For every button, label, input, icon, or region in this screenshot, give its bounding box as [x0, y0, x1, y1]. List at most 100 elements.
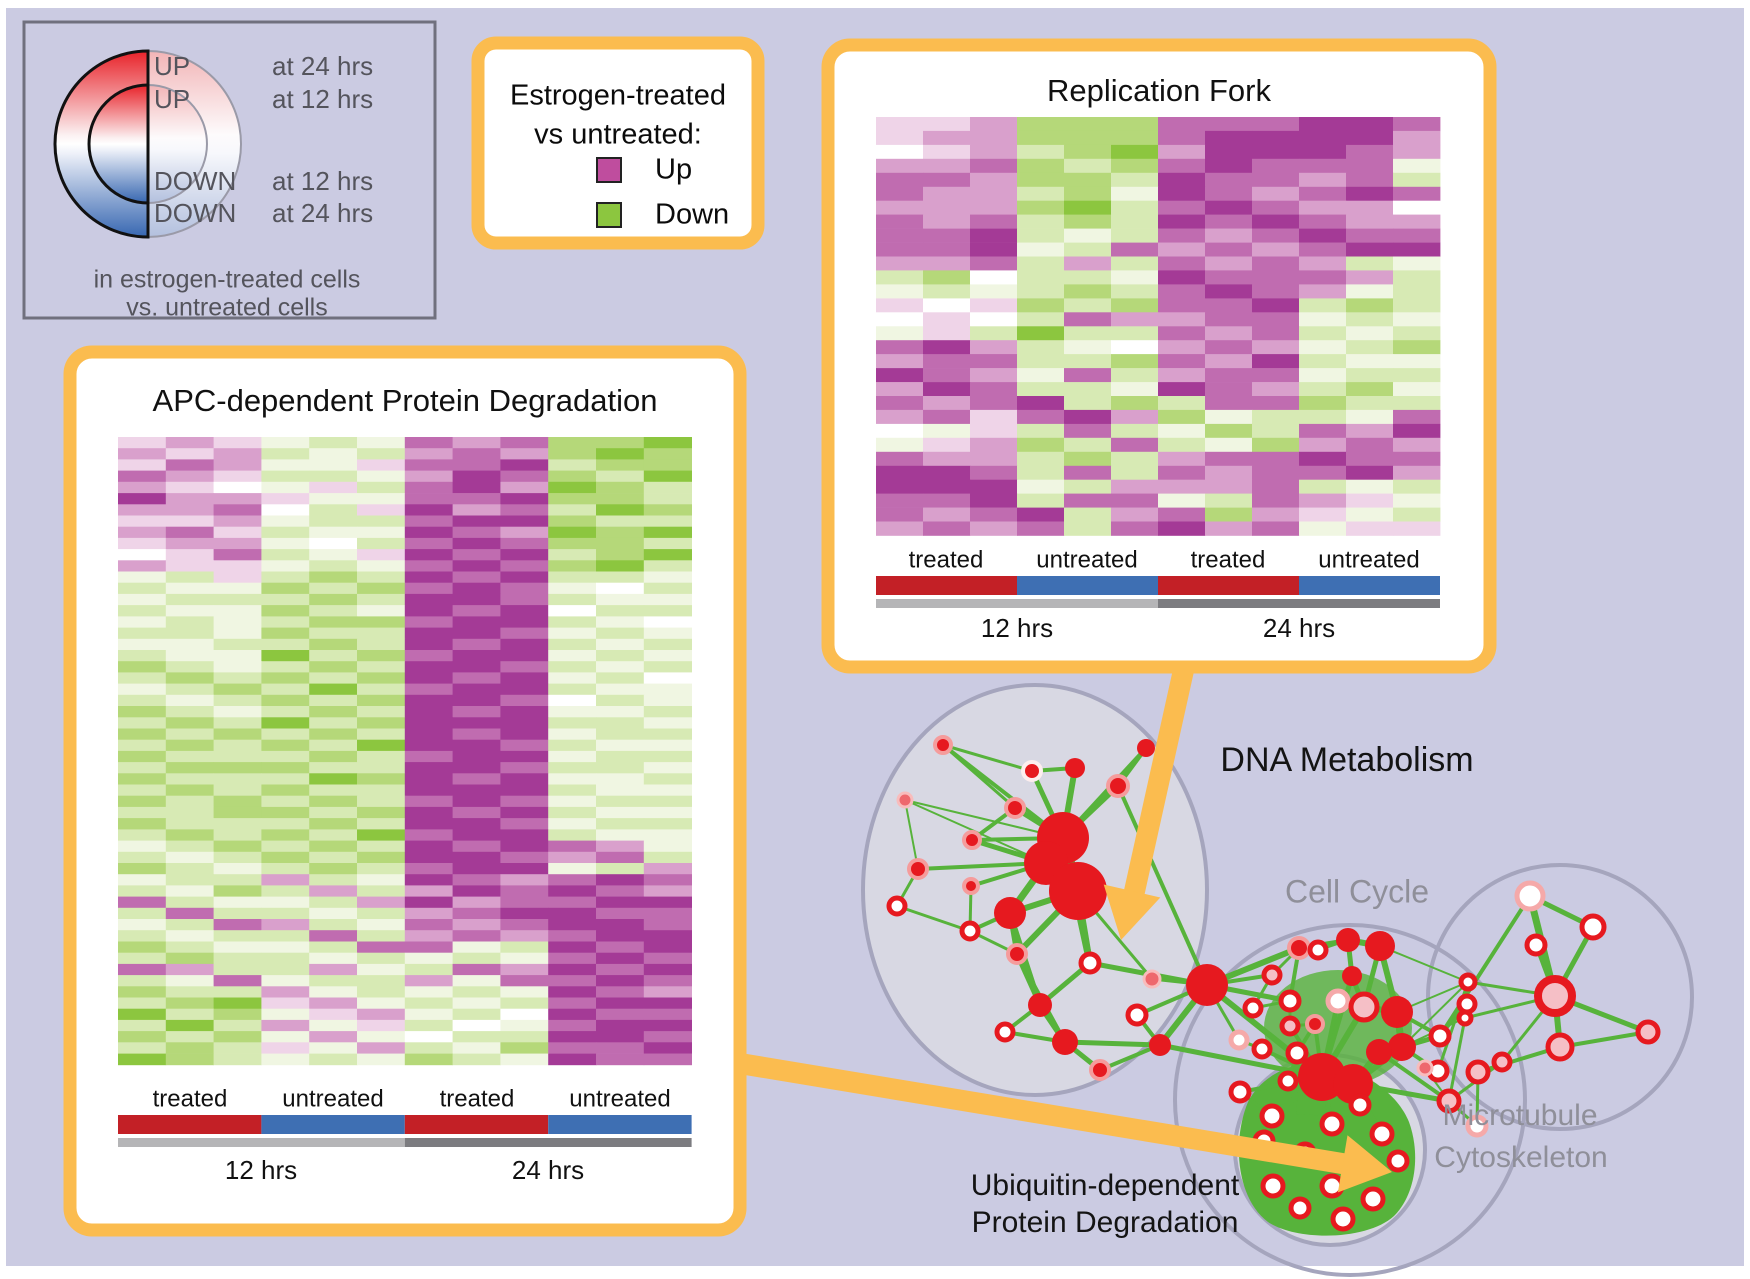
heatmap-cell	[357, 459, 406, 471]
heatmap-cell	[213, 806, 262, 819]
heatmap-cell	[165, 762, 214, 774]
heatmap-cell	[500, 750, 549, 763]
heatmap-cell	[309, 1053, 358, 1066]
heatmap-cell	[1205, 326, 1253, 341]
heatmap-cell	[213, 582, 262, 595]
heatmap-cell	[1017, 479, 1065, 494]
heatmap-cell	[1158, 521, 1206, 536]
heatmap-cell	[876, 228, 924, 243]
heatmap-cell	[876, 354, 924, 369]
heatmap-cell	[165, 582, 214, 595]
heatmap-cell	[404, 537, 453, 550]
network-node	[1386, 1149, 1410, 1173]
heatmap-cell	[548, 526, 597, 539]
heatmap-cell	[1111, 465, 1159, 481]
heatmap-cell	[118, 874, 167, 886]
heatmap-cell	[261, 694, 310, 707]
heatmap-cell	[1346, 117, 1394, 132]
heatmap-cell	[1346, 465, 1394, 481]
heatmap-cell	[643, 706, 692, 718]
heatmap-cell	[213, 481, 262, 494]
heatmap-cell	[1017, 326, 1065, 341]
heatmap-cell	[309, 549, 358, 561]
heatmap-cell	[1299, 256, 1347, 271]
heatmap-cell	[970, 200, 1018, 215]
heatmap-cell	[213, 593, 262, 606]
heatmap-cell	[213, 1031, 262, 1043]
heatmap-cell	[1017, 521, 1065, 536]
heatmap-cell	[357, 549, 406, 561]
heatmap-cell	[309, 806, 358, 819]
heatmap-cell	[876, 479, 924, 494]
network-node	[1137, 739, 1155, 757]
heatmap-cell	[876, 493, 924, 508]
heatmap-cell	[1205, 144, 1253, 160]
heatmap-cell	[118, 885, 167, 897]
heatmap-cell	[357, 1008, 406, 1021]
heatmap-cell	[548, 762, 597, 774]
ring-footer-line2: vs. untreated cells	[126, 294, 328, 322]
heatmap-cell	[500, 437, 549, 449]
rf-time-label-24: 24 hrs	[1263, 613, 1335, 643]
heatmap-cell	[213, 986, 262, 998]
heatmap-cell	[261, 481, 310, 494]
heatmap-cell	[596, 616, 645, 628]
heatmap-cell	[596, 537, 645, 550]
heatmap-cell	[261, 717, 310, 729]
heatmap-cell	[118, 941, 167, 954]
heatmap-cell	[1205, 479, 1253, 494]
heatmap-cell	[1346, 200, 1394, 215]
heatmap-cell	[452, 661, 501, 673]
heatmap-cell	[118, 963, 167, 976]
heatmap-cell	[309, 448, 358, 460]
heatmap-cell	[165, 986, 214, 998]
heatmap-cell	[1299, 326, 1347, 341]
heatmap-cell	[548, 1019, 597, 1032]
heatmap-cell	[643, 650, 692, 662]
heatmap-cell	[1299, 479, 1347, 494]
heatmap-cell	[452, 863, 501, 875]
heatmap-cell	[309, 728, 358, 741]
apc-group-label-3: treated	[440, 1085, 515, 1112]
heatmap-cell	[1346, 437, 1394, 453]
heatmap-cell	[357, 885, 406, 897]
heatmap-cell	[261, 661, 310, 673]
heatmap-cell	[404, 1053, 453, 1066]
heatmap-cell	[643, 582, 692, 595]
heatmap-cell	[213, 560, 262, 572]
estrogen-legend-frame	[471, 36, 765, 250]
heatmap-cell	[309, 515, 358, 528]
condition-bar	[1017, 576, 1158, 595]
gene-network	[861, 683, 1694, 1277]
heatmap-cell	[118, 1031, 167, 1043]
heatmap-cell	[452, 560, 501, 572]
heatmap-cell	[643, 493, 692, 505]
heatmap-cell	[261, 448, 310, 460]
heatmap-cell	[452, 515, 501, 528]
heatmap-cell	[309, 661, 358, 673]
heatmap-cell	[118, 829, 167, 841]
heatmap-cell	[165, 818, 214, 830]
heatmap-cell	[404, 593, 453, 606]
heatmap-cell	[1299, 200, 1347, 215]
heatmap-cell	[596, 907, 645, 920]
heatmap-cell	[404, 1031, 453, 1043]
heatmap-cell	[309, 650, 358, 662]
heatmap-cell	[596, 672, 645, 684]
heatmap-cell	[118, 1042, 167, 1054]
heatmap-cell	[404, 448, 453, 460]
heatmap-cell	[500, 896, 549, 909]
heatmap-cell	[1252, 186, 1300, 202]
heatmap-cell	[548, 571, 597, 584]
heatmap-cell	[1111, 479, 1159, 494]
heatmap-cell	[548, 537, 597, 550]
heatmap-cell	[261, 885, 310, 897]
heatmap-cell	[118, 582, 167, 595]
heatmap-cell	[404, 963, 453, 976]
heatmap-cell	[165, 907, 214, 920]
heatmap-cell	[213, 818, 262, 830]
heatmap-cell	[596, 1031, 645, 1043]
ring-inner-right-icon	[147, 83, 208, 205]
network-node	[1228, 1080, 1252, 1104]
heatmap-cell	[643, 526, 692, 539]
